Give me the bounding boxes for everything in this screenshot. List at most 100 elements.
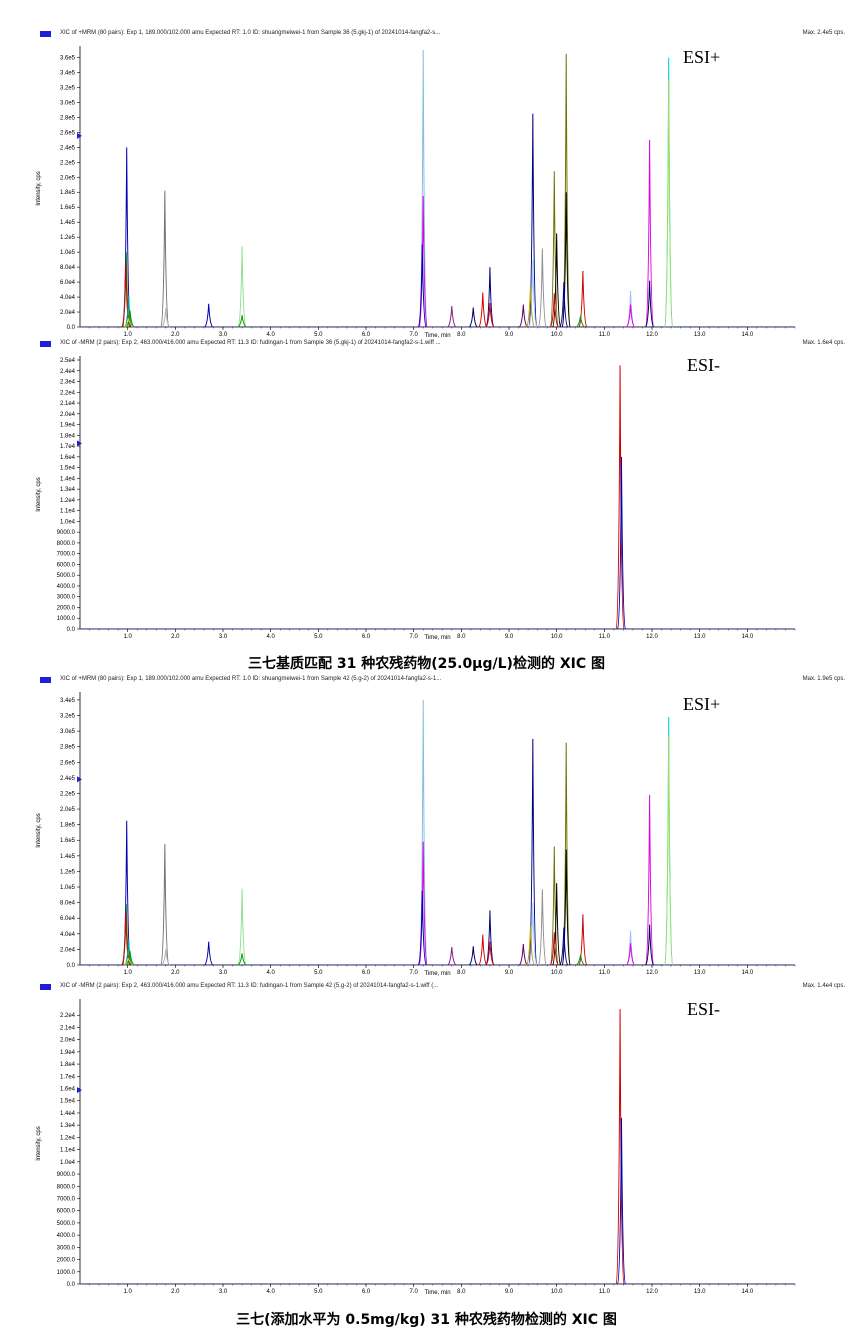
y-tick-label: 1.2e5 <box>60 869 76 875</box>
y-axis-label: Intensity, cps <box>36 171 42 206</box>
peak-trace <box>518 304 528 328</box>
y-tick-label: 0.0 <box>67 1282 76 1288</box>
y-tick-label: 1.8e4 <box>60 433 76 439</box>
y-tick-label: 2.2e4 <box>60 1013 76 1019</box>
chromatogram-plot: 0.0 2.0e4 4.0e4 6.0e4 8.0e4 1.0e5 1.2e5 1.4e5 1.… <box>36 46 796 338</box>
y-tick-label: 2.8e5 <box>60 115 76 121</box>
peak-trace <box>125 950 135 966</box>
panel-header: XIC of -MRM (2 pairs): Exp 2, 463.000/41… <box>40 340 845 350</box>
y-tick-label: 3.0e5 <box>60 100 76 106</box>
peak-trace <box>576 954 585 966</box>
trace-marker-icon <box>40 677 51 683</box>
y-tick-label: 2.2e5 <box>60 791 76 797</box>
y-tick-label: 1.2e4 <box>60 1135 76 1141</box>
x-tick-label: 14.0 <box>741 634 753 640</box>
peak-trace <box>561 742 571 966</box>
peak-trace <box>125 310 135 328</box>
y-tick-label: 4.0e4 <box>60 932 76 938</box>
y-tick-label: 1.9e4 <box>60 1050 76 1056</box>
y-tick-label: 1.6e5 <box>60 205 76 211</box>
y-tick-label: 1.5e4 <box>60 1099 76 1105</box>
x-tick-label: 11.0 <box>599 332 611 338</box>
y-tick-label: 2.0e5 <box>60 175 76 181</box>
x-tick-label: 7.0 <box>409 1289 418 1295</box>
chromatogram-plot: 0.0 2.0e4 4.0e4 6.0e4 8.0e4 1.0e5 1.2e5 1.4e5 1.… <box>36 692 796 976</box>
peak-trace <box>645 280 655 328</box>
peak-trace <box>528 113 538 328</box>
peak-trace <box>418 195 428 328</box>
peak-trace <box>528 259 538 328</box>
y-tick-label: 3.4e5 <box>60 698 76 704</box>
peak-trace <box>664 734 674 966</box>
x-tick-label: 12.0 <box>646 1289 658 1295</box>
x-tick-label: 6.0 <box>362 634 371 640</box>
peak-trace <box>615 365 625 630</box>
trace-marker-icon <box>40 984 51 990</box>
figure-caption: 三七(添加水平为 0.5mg/kg) 31 种农残药物检测的 XIC 图 <box>236 1312 617 1328</box>
x-tick-label: 3.0 <box>219 1289 228 1295</box>
peak-trace <box>447 306 457 328</box>
peak-trace <box>552 233 562 328</box>
x-tick-label: 9.0 <box>505 634 514 640</box>
peak-trace <box>664 79 674 328</box>
x-tick-label: 4.0 <box>266 634 275 640</box>
y-tick-label: 8.0e4 <box>60 901 76 907</box>
x-tick-label: 11.0 <box>599 970 611 976</box>
x-axis-label: Time, min <box>424 971 450 976</box>
x-tick-label: 6.0 <box>362 1289 371 1295</box>
x-tick-label: 13.0 <box>694 1289 706 1295</box>
axis-marker-icon <box>77 132 82 139</box>
y-tick-label: 2.0e4 <box>60 947 76 953</box>
peak-trace <box>528 738 538 966</box>
x-tick-label: 9.0 <box>505 970 514 976</box>
peak-trace <box>417 244 427 328</box>
x-tick-label: 12.0 <box>646 634 658 640</box>
x-tick-label: 14.0 <box>741 1289 753 1295</box>
x-tick-label: 6.0 <box>362 970 371 976</box>
y-tick-label: 3000.0 <box>57 1245 76 1251</box>
x-tick-label: 12.0 <box>646 970 658 976</box>
x-tick-label: 13.0 <box>694 332 706 338</box>
y-tick-label: 4000.0 <box>57 1233 76 1239</box>
peak-trace <box>447 947 457 966</box>
y-tick-label: 2.0e5 <box>60 807 76 813</box>
y-tick-label: 2.0e4 <box>60 412 76 418</box>
y-tick-label: 1.4e5 <box>60 854 76 860</box>
y-tick-label: 2.4e5 <box>60 776 76 782</box>
x-axis-label: Time, min <box>424 635 450 640</box>
axis-marker-icon <box>77 440 82 447</box>
x-tick-label: 4.0 <box>266 332 275 338</box>
peak-trace <box>645 924 655 966</box>
y-tick-label: 2.2e4 <box>60 390 76 396</box>
peak-trace <box>160 190 170 328</box>
peak-trace <box>561 192 571 328</box>
chart-panel-3: XIC of +MRM (80 pairs): Exp 1, 189.000/1… <box>0 676 853 976</box>
x-tick-label: 5.0 <box>314 634 323 640</box>
panel-header: XIC of -MRM (2 pairs): Exp 2, 463.000/41… <box>40 983 845 993</box>
y-tick-label: 6000.0 <box>57 562 76 568</box>
chart-panel-4: XIC of -MRM (2 pairs): Exp 2, 463.000/41… <box>0 983 853 1295</box>
y-tick-label: 3.6e5 <box>60 55 76 61</box>
peak-trace <box>417 890 427 966</box>
y-tick-label: 2.2e5 <box>60 160 76 166</box>
y-tick-label: 6.0e4 <box>60 916 76 922</box>
x-tick-label: 6.0 <box>362 332 371 338</box>
x-tick-label: 2.0 <box>171 970 180 976</box>
y-axis-label: Intensity, cps <box>36 477 42 512</box>
peak-trace <box>518 943 528 966</box>
x-tick-label: 1.0 <box>123 332 132 338</box>
peak-trace <box>549 846 559 966</box>
y-tick-label: 2.4e4 <box>60 369 76 375</box>
panel-max-label: Max. 1.4e4 cps. <box>802 983 845 989</box>
y-tick-label: 5000.0 <box>57 1221 76 1227</box>
peak-trace <box>549 932 559 966</box>
y-tick-label: 1.6e4 <box>60 1087 76 1093</box>
x-tick-label: 13.0 <box>694 634 706 640</box>
peak-trace <box>559 927 569 966</box>
peak-trace <box>526 285 535 328</box>
y-tick-label: 8.0e4 <box>60 265 76 271</box>
peak-trace <box>537 248 547 328</box>
y-tick-label: 2.1e4 <box>60 401 76 407</box>
peak-trace <box>552 883 562 966</box>
x-tick-label: 8.0 <box>457 970 466 976</box>
